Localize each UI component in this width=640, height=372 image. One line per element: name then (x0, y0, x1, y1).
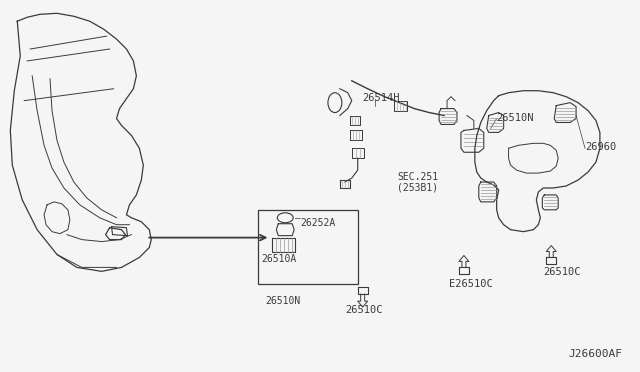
Bar (259, 210, 358, 284)
Text: J26600AF: J26600AF (568, 349, 622, 359)
Text: 26510N: 26510N (266, 296, 301, 306)
Text: 26510C: 26510C (345, 305, 382, 315)
Text: E26510C: E26510C (449, 279, 493, 289)
Text: 26514H: 26514H (363, 93, 400, 103)
Text: SEC.251: SEC.251 (397, 172, 438, 182)
Text: 26252A: 26252A (300, 218, 335, 228)
Text: 26510A: 26510A (262, 254, 297, 264)
Text: (253B1): (253B1) (397, 182, 438, 192)
Text: 26510N: 26510N (497, 113, 534, 122)
Text: 26510C: 26510C (543, 267, 581, 278)
Text: 26960: 26960 (585, 142, 616, 152)
